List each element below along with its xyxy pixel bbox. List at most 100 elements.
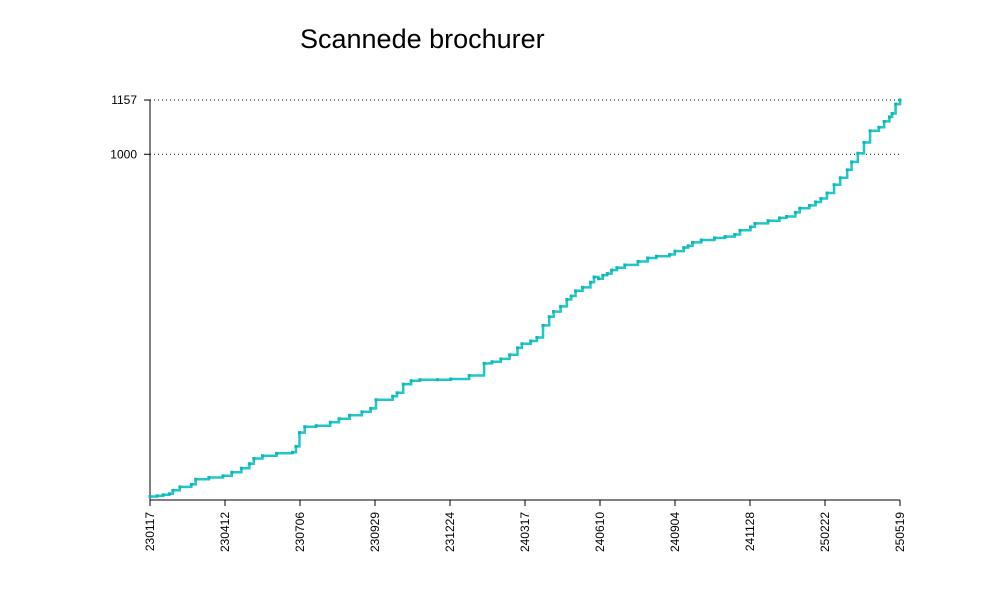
data-point — [838, 176, 842, 180]
data-point — [686, 244, 690, 248]
data-point — [297, 431, 301, 435]
data-point — [592, 275, 596, 279]
x-tick-label: 230706 — [293, 512, 307, 552]
data-point — [569, 294, 573, 298]
data-point — [535, 336, 539, 340]
data-point — [559, 304, 563, 308]
x-tick-label: 230117 — [143, 512, 157, 551]
data-point — [712, 236, 716, 240]
x-tick-label: 241128 — [743, 512, 757, 551]
data-point — [601, 273, 605, 277]
data-point — [148, 495, 152, 499]
data-point — [167, 492, 171, 496]
x-tick-label: 230929 — [368, 512, 382, 552]
data-point — [766, 219, 770, 223]
data-point — [207, 476, 211, 480]
data-point — [520, 342, 524, 346]
data-point — [589, 280, 593, 284]
data-point — [374, 398, 378, 402]
data-point — [294, 444, 298, 448]
data-point — [552, 310, 556, 314]
series-line — [150, 100, 902, 498]
data-point — [845, 168, 849, 172]
data-point — [807, 203, 811, 207]
data-point — [391, 394, 395, 398]
data-point — [654, 254, 658, 258]
x-tick-label: 240610 — [593, 512, 607, 552]
data-point — [541, 323, 545, 327]
data-point — [247, 462, 251, 466]
data-point — [252, 457, 256, 461]
data-point — [581, 285, 585, 289]
data-point — [574, 289, 578, 293]
data-point — [785, 215, 789, 219]
x-tick-label: 250519 — [893, 512, 907, 552]
data-point — [636, 259, 640, 263]
data-point — [596, 277, 600, 281]
data-point — [348, 413, 352, 417]
data-point — [832, 183, 836, 187]
data-point — [877, 125, 881, 129]
data-point — [261, 454, 265, 458]
data-point — [449, 377, 453, 381]
data-point — [856, 151, 860, 155]
data-point — [194, 477, 198, 481]
data-point — [508, 353, 512, 357]
data-point — [738, 228, 742, 232]
data-point — [499, 357, 503, 361]
data-point — [529, 339, 533, 343]
data-point — [178, 485, 182, 489]
data-point — [395, 391, 399, 395]
data-point — [189, 482, 193, 486]
data-point — [610, 268, 614, 272]
data-point — [605, 272, 609, 276]
data-point — [615, 266, 619, 270]
data-point — [682, 246, 686, 250]
data-point — [778, 216, 782, 220]
data-point — [290, 450, 294, 454]
data-point — [516, 346, 520, 350]
data-point — [490, 360, 494, 364]
data-point — [814, 200, 818, 204]
data-point — [337, 417, 341, 421]
axes — [144, 99, 901, 506]
data-point — [401, 382, 405, 386]
data-point — [890, 111, 894, 115]
data-point — [673, 249, 677, 253]
data-point — [819, 197, 823, 201]
chart-title: Scannede brochurer — [300, 24, 545, 54]
data-point — [161, 493, 165, 497]
data-point — [155, 494, 159, 498]
data-point — [303, 425, 307, 429]
data-point — [436, 378, 440, 382]
data-point — [723, 235, 727, 239]
data-point — [467, 374, 471, 378]
x-tick-label: 240904 — [668, 512, 682, 552]
data-point — [547, 315, 551, 319]
data-point — [749, 225, 753, 229]
data-point — [623, 263, 627, 267]
data-point — [668, 253, 672, 257]
data-point — [825, 191, 829, 195]
data-point — [409, 379, 413, 383]
data-point — [239, 466, 243, 470]
data-point — [221, 474, 225, 478]
data-point — [230, 470, 234, 474]
data-point — [868, 129, 872, 133]
tick-labels: 1157 1000 230117 230412 230706 230929 231224 24… — [110, 93, 907, 552]
data-point — [882, 119, 886, 123]
data-point — [887, 115, 891, 119]
data-point — [733, 232, 737, 236]
series-layer — [148, 98, 902, 499]
data-point — [646, 256, 650, 260]
y-tick-label: 1000 — [110, 147, 137, 161]
x-tick-label: 231224 — [443, 512, 457, 552]
data-point — [328, 420, 332, 424]
data-point — [171, 488, 175, 492]
data-point — [275, 451, 279, 455]
data-point — [690, 240, 694, 244]
data-point — [793, 210, 797, 214]
data-point — [418, 378, 422, 382]
data-point — [314, 424, 318, 428]
